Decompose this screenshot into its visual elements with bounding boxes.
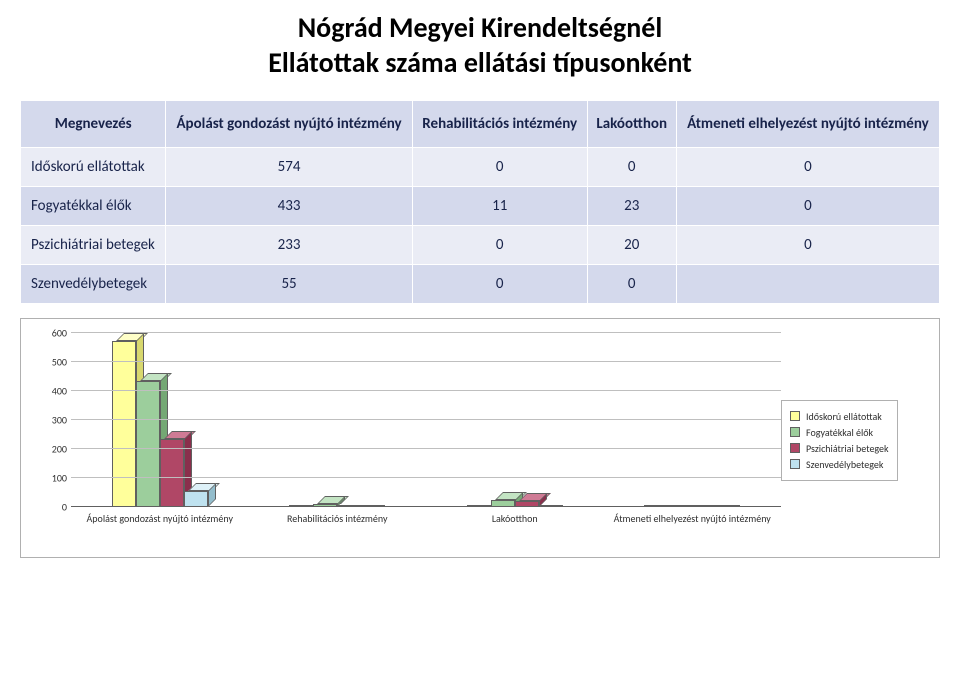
col-header: Lakóotthon [587,101,676,148]
y-tick-label: 200 [52,443,67,456]
legend-label: Időskorú ellátottak [806,410,882,423]
bar [184,491,208,507]
gridline [71,390,781,391]
bar [112,341,136,507]
legend-label: Pszichiátriai betegek [806,442,889,455]
bar [313,504,337,507]
y-tick-label: 300 [52,414,67,427]
plot-area [71,333,781,507]
table-cell: 0 [412,265,587,304]
col-header: Ápolást gondozást nyújtó intézmény [166,101,412,148]
y-axis: 0100200300400500600 [29,333,69,507]
table-cell: 0 [412,226,587,265]
table-cell: 0 [412,148,587,187]
table-cell: 574 [166,148,412,187]
chart-plot: 0 100 200 300 400 500 600 Ápolást gondozást ny… [29,327,781,553]
row-label: Pszichiátriai betegek [21,226,166,265]
bar-group [604,333,782,507]
legend-item: Szenvedélybetegek [790,458,889,471]
table-cell: 55 [166,265,412,304]
legend-label: Fogyatékkal élők [806,426,873,439]
legend-swatch [790,411,800,421]
table-row: Időskorú ellátottak574000 [21,148,940,187]
y-tick-label: 500 [52,356,67,369]
legend-swatch [790,443,800,453]
col-header: Rehabilitációs intézmény [412,101,587,148]
gridline [71,448,781,449]
table-row: Fogyatékkal élők43311230 [21,187,940,226]
legend-item: Fogyatékkal élők [790,426,889,439]
row-label: Időskorú ellátottak [21,148,166,187]
table-cell: 0 [676,187,939,226]
y-tick-label: 100 [52,472,67,485]
gridline [71,332,781,333]
legend: Időskorú ellátottak Fogyatékkal élők Pszic… [781,327,931,553]
page-title: Nógrád Megyei Kirendeltségnél Ellátottak… [20,10,940,80]
y-tick-label: 400 [52,385,67,398]
y-tick-label: 0 [62,501,67,514]
legend-item: Időskorú ellátottak [790,410,889,423]
table-cell [676,265,939,304]
table-cell: 23 [587,187,676,226]
table-cell: 0 [587,148,676,187]
table-cell: 233 [166,226,412,265]
bar-group [426,333,604,507]
bar [515,501,539,507]
table-cell: 11 [412,187,587,226]
title-line-1: Nógrád Megyei Kirendeltségnél [20,10,940,45]
gridline [71,477,781,478]
table-row: Pszichiátriai betegek2330200 [21,226,940,265]
x-tick-label: Rehabilitációs intézmény [249,509,427,553]
table-cell: 0 [587,265,676,304]
legend-swatch [790,459,800,469]
x-tick-label: Lakóotthon [426,509,604,553]
col-header: Megnevezés [21,101,166,148]
gridline [71,361,781,362]
legend-label: Szenvedélybetegek [806,458,883,471]
table-cell: 0 [676,226,939,265]
bar-chart: 0 100 200 300 400 500 600 Ápolást gondozást ny… [20,318,940,558]
y-tick-label: 600 [52,327,67,340]
legend-item: Pszichiátriai betegek [790,442,889,455]
x-axis-labels: Ápolást gondozást nyújtó intézményRehabi… [71,509,781,553]
bar [136,381,160,507]
table-cell: 20 [587,226,676,265]
x-tick-label: Ápolást gondozást nyújtó intézmény [71,509,249,553]
bar-group [71,333,249,507]
bar [491,500,515,507]
gridline [71,419,781,420]
data-table: Megnevezés Ápolást gondozást nyújtó inté… [20,100,940,304]
title-line-2: Ellátottak száma ellátási típusonként [20,45,940,80]
col-header: Átmeneti elhelyezést nyújtó intézmény [676,101,939,148]
bar-group [249,333,427,507]
table-row: Szenvedélybetegek5500 [21,265,940,304]
row-label: Szenvedélybetegek [21,265,166,304]
table-cell: 433 [166,187,412,226]
row-label: Fogyatékkal élők [21,187,166,226]
x-tick-label: Átmeneti elhelyezést nyújtó intézmény [604,509,782,553]
bar [160,439,184,507]
table-cell: 0 [676,148,939,187]
table-header-row: Megnevezés Ápolást gondozást nyújtó inté… [21,101,940,148]
legend-swatch [790,427,800,437]
